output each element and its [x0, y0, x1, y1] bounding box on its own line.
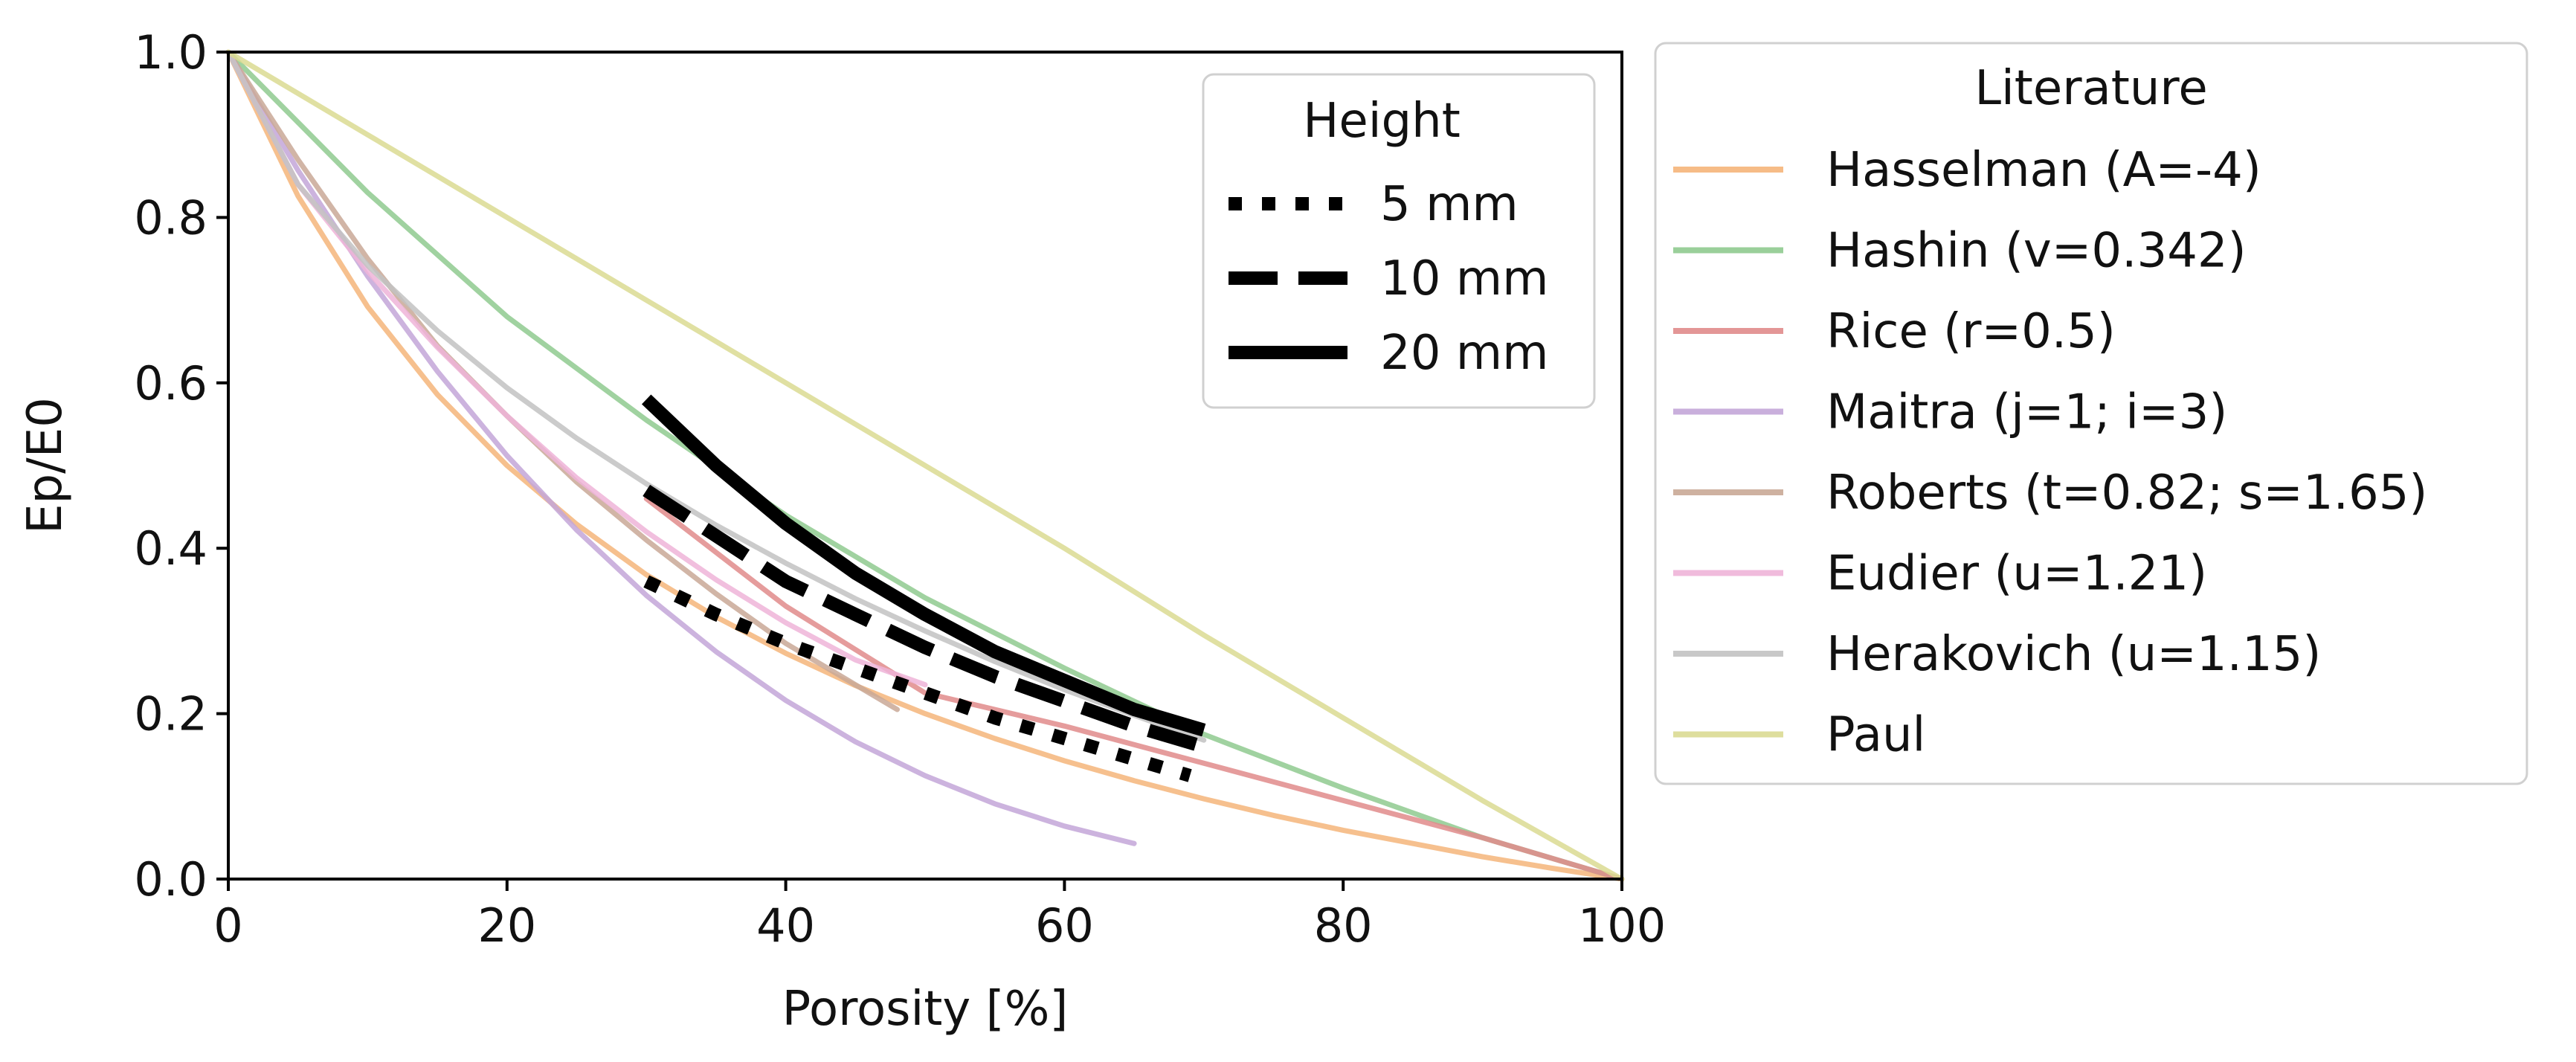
legend-literature-label-rice-r-0-5: Rice (r=0.5) [1826, 304, 2116, 359]
legend-literature-label-roberts-t-0-82-s-1-65: Roberts (t=0.82; s=1.65) [1826, 466, 2427, 521]
series-line-5-mm [643, 575, 1192, 782]
y-tick-label: 0.4 [134, 521, 207, 576]
legend-literature-title: Literature [1974, 61, 2207, 116]
x-tick-label: 80 [1314, 898, 1373, 953]
y-tick-label: 0.0 [134, 852, 207, 907]
legend-height-entries: 5 mm 10 mm 20 mm [1229, 177, 1548, 381]
plot-frame [227, 51, 1623, 881]
series-layer [225, 49, 1625, 882]
y-tick-label: 1.0 [134, 25, 207, 80]
legend-height-label-5-mm: 5 mm [1380, 177, 1519, 232]
series-line-maitra-j-1-i-3 [225, 49, 1137, 846]
x-axis: 0 20 40 60 80 100 [213, 879, 1666, 953]
series-line-herakovich-u-1-15 [225, 49, 1207, 743]
y-tick-label: 0.8 [134, 190, 207, 245]
legend-height-label-20-mm: 20 mm [1380, 326, 1548, 381]
series-line-10-mm [643, 484, 1206, 753]
legend-literature-label-hashin-v-0-342: Hashin (v=0.342) [1826, 224, 2247, 279]
x-tick-label: 40 [756, 898, 815, 953]
series-line-20-mm [642, 394, 1206, 737]
y-tick-label: 0.2 [134, 687, 207, 741]
x-tick-label: 100 [1578, 898, 1666, 953]
legend-literature-label-maitra-j-1-i-3: Maitra (j=1; i=3) [1826, 385, 2227, 440]
y-axis-label: Ep/E0 [18, 397, 73, 534]
y-axis: 0.0 0.2 0.4 0.6 0.8 1.0 [134, 25, 228, 907]
legend-literature-entries: Hasselman (A=-4) Hashin (v=0.342) Rice (r=… [1673, 143, 2427, 763]
series-line-hasselman-a-4 [225, 49, 1625, 882]
x-tick-label: 20 [477, 898, 536, 953]
legend-literature-box [1654, 42, 2528, 785]
legend-literature-label-hasselman-a-4: Hasselman (A=-4) [1826, 143, 2261, 198]
series-line-rice-r-0-5 [643, 496, 1625, 882]
series-line-hashin-v-0-342 [225, 49, 1625, 882]
legend-literature-label-eudier-u-1-21: Eudier (u=1.21) [1826, 547, 2207, 602]
x-tick-label: 60 [1035, 898, 1094, 953]
legend-literature-label-herakovich-u-1-15: Herakovich (u=1.15) [1826, 627, 2321, 682]
x-axis-label: Porosity [%] [782, 982, 1069, 1037]
x-tick-label: 0 [213, 898, 242, 953]
series-line-paul [225, 49, 1625, 882]
legend-height-title: Height [1303, 94, 1461, 149]
legend-literature: Literature Hasselman (A=-4) Hashin (v=0.3… [1654, 42, 2528, 785]
legend-literature-label-paul: Paul [1826, 708, 1925, 763]
legend-height-label-10-mm: 10 mm [1380, 251, 1548, 306]
y-tick-label: 0.6 [134, 356, 207, 411]
legend-height: Height 5 mm 10 mm 20 mm [1202, 73, 1596, 409]
legend-height-box [1202, 73, 1596, 409]
